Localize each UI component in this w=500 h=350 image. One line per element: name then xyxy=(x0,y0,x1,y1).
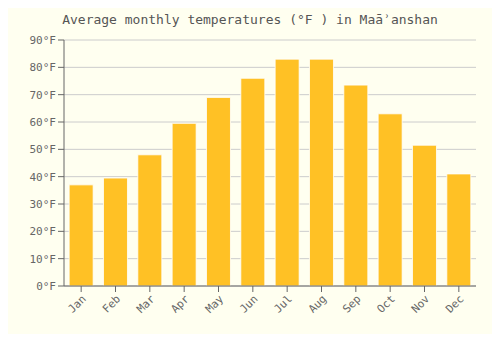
svg-text:Aug: Aug xyxy=(306,292,329,315)
svg-text:Jun: Jun xyxy=(237,292,260,315)
svg-text:90°F: 90°F xyxy=(30,34,57,47)
html-text:Average monthly temperatures (: Average monthly temperatures (°F ) in Ma… xyxy=(62,12,438,27)
svg-text:60°F: 60°F xyxy=(30,116,57,129)
svg-text:Oct: Oct xyxy=(375,292,398,315)
svg-text:Jul: Jul xyxy=(272,292,295,315)
svg-text:10°F: 10°F xyxy=(30,253,57,266)
svg-text:0°F: 0°F xyxy=(36,280,56,293)
svg-text:Nov: Nov xyxy=(409,292,433,316)
svg-text:70°F: 70°F xyxy=(30,89,57,102)
svg-text:Sep: Sep xyxy=(340,292,363,315)
svg-text:80°F: 80°F xyxy=(30,61,57,74)
svg-text:May: May xyxy=(203,292,227,316)
svg-text:Jan: Jan xyxy=(66,292,89,315)
svg-text:Dec: Dec xyxy=(443,292,466,315)
svg-text:40°F: 40°F xyxy=(30,171,57,184)
svg-text:Mar: Mar xyxy=(134,292,158,316)
svg-text:20°F: 20°F xyxy=(30,225,57,238)
svg-text:Feb: Feb xyxy=(100,292,123,315)
svg-text:30°F: 30°F xyxy=(30,198,57,211)
svg-text:Apr: Apr xyxy=(169,292,193,316)
svg-text:50°F: 50°F xyxy=(30,143,57,156)
